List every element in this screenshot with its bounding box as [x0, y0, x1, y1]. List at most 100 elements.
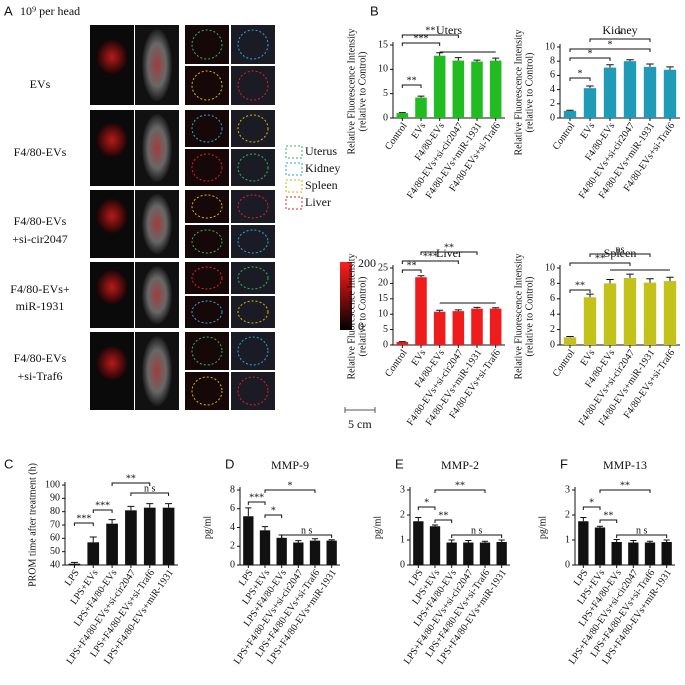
panel-label: B	[370, 3, 379, 18]
bar	[583, 88, 597, 118]
x-tick-label: Control	[383, 121, 410, 153]
fluorescence	[96, 345, 128, 381]
y-tick-label: 0	[565, 559, 570, 570]
y-tick-label: 2	[565, 509, 570, 520]
y-tick-label: 80	[50, 506, 60, 517]
significance-label: *	[578, 68, 583, 79]
organ-outline	[237, 70, 269, 101]
error-bar	[646, 63, 654, 67]
significance-label: n s	[144, 483, 156, 494]
legend-label: Kidney	[305, 161, 340, 175]
scale-bar	[344, 407, 376, 413]
organ-outline	[191, 29, 223, 60]
error-bar	[436, 52, 444, 56]
significance-bracket	[599, 519, 618, 523]
organ-outline	[237, 114, 269, 143]
x-tick-label: Control	[383, 348, 410, 380]
y-tick-label: 100	[45, 479, 60, 490]
fluorescence	[96, 122, 128, 158]
error-bar	[245, 507, 252, 517]
error-bar	[261, 526, 269, 531]
organ-outline	[237, 29, 269, 60]
organ-outline	[191, 153, 223, 182]
legend-label: Spleen	[305, 178, 338, 192]
fluorescence	[96, 39, 128, 75]
significance-label: n s	[301, 525, 313, 536]
error-bar	[70, 561, 78, 564]
significance-bracket	[582, 506, 601, 510]
organ-outline	[191, 376, 223, 406]
significance-label: **	[595, 253, 605, 264]
x-tick-label: EVs	[578, 348, 597, 369]
error-bar	[630, 540, 637, 543]
y-tick-label: 25	[378, 262, 388, 273]
significance-label: *	[288, 480, 293, 491]
y-tick-label: 15	[378, 39, 388, 50]
panel-label: A	[4, 3, 13, 18]
bar	[643, 66, 657, 118]
legend-swatch	[285, 145, 303, 159]
bar	[326, 540, 337, 565]
error-bar	[613, 539, 620, 542]
bar	[429, 526, 441, 565]
significance-label: **	[407, 260, 417, 271]
y-tick-label: 6	[550, 70, 555, 81]
row-label: +si-Traf6	[18, 369, 63, 383]
row-label: EVs	[30, 77, 51, 91]
significance-label: **	[444, 242, 454, 253]
significance-label: *	[589, 497, 594, 508]
panel-label: D	[225, 456, 234, 471]
y-tick-label: 20	[378, 278, 388, 289]
bar	[628, 542, 639, 565]
y-tick-label: 40	[50, 559, 60, 570]
significance-bracket	[616, 534, 668, 538]
colorbar-min: 0	[358, 319, 364, 333]
legend-swatch	[285, 196, 303, 210]
bar	[162, 507, 175, 565]
y-tick-label: 4	[230, 522, 235, 533]
y-tick-label: 0	[383, 339, 388, 350]
error-bar	[108, 519, 116, 524]
y-tick-label: 0	[230, 559, 235, 570]
error-bar	[417, 275, 425, 278]
organ-outline	[237, 336, 269, 366]
error-bar	[431, 524, 439, 527]
significance-bracket	[401, 260, 459, 264]
chart-title: Kidney	[602, 23, 637, 37]
row-label: F4/80-EVs+	[10, 282, 70, 296]
significance-bracket	[401, 34, 459, 38]
bar	[396, 341, 409, 345]
bar	[68, 563, 81, 565]
y-tick-label: 8	[230, 484, 235, 495]
significance-bracket	[434, 489, 486, 493]
significance-bracket	[599, 489, 651, 493]
y-axis-label: Relative Fluorescence Intensity	[513, 29, 524, 155]
bar	[446, 542, 457, 565]
y-tick-label: 5	[383, 88, 388, 99]
y-axis-label: pg/ml	[537, 516, 548, 540]
organ-outline	[237, 153, 269, 182]
y-tick-label: 6	[550, 293, 555, 304]
error-bar	[586, 85, 594, 89]
significance-label: ***	[423, 251, 438, 262]
significance-bracket	[92, 509, 113, 513]
bar	[496, 542, 507, 565]
row-label: miR-1931	[16, 299, 65, 313]
error-bar	[492, 57, 500, 61]
significance-bracket	[569, 289, 591, 293]
significance-bracket	[569, 57, 611, 61]
bar	[623, 278, 637, 345]
significance-label: **	[407, 75, 417, 86]
significance-label: **	[425, 25, 435, 36]
y-tick-label: 10	[378, 308, 388, 319]
bar	[413, 521, 424, 565]
bar	[433, 311, 446, 345]
significance-bracket	[420, 251, 478, 255]
significance-label: **	[575, 280, 585, 291]
bar	[309, 540, 321, 565]
bar	[415, 277, 427, 345]
organ-outline	[237, 376, 269, 406]
significance-bracket	[73, 522, 94, 526]
y-tick-label: 1	[400, 534, 405, 545]
x-tick-label: EVs	[578, 121, 597, 142]
